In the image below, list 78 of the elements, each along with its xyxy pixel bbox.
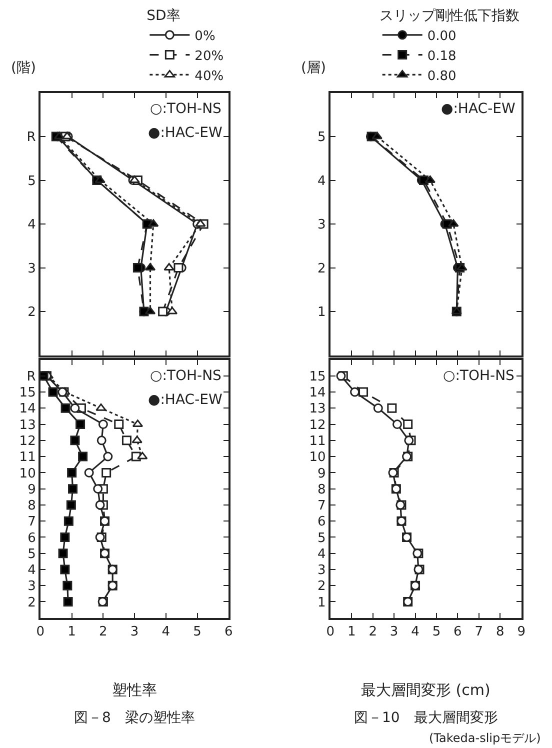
y-axis-title: (層) — [301, 60, 326, 76]
x-tick-label: 4 — [411, 624, 420, 640]
x-tick-label: 1 — [347, 624, 356, 640]
x-tick-label: 0 — [326, 624, 335, 640]
annotation: ●:HAC-EW — [148, 125, 222, 141]
x-tick-label: 3 — [390, 624, 398, 640]
y-tick-label: 2 — [28, 595, 36, 610]
y-tick-label: 1 — [318, 595, 326, 610]
y-tick-label: 2 — [318, 261, 326, 276]
x-tick-label: 5 — [432, 624, 441, 640]
y-tick-label: 13 — [309, 402, 326, 417]
x-tick-label: 6 — [454, 624, 462, 640]
legend-label: 0.80 — [427, 68, 456, 84]
annotation: ●:HAC-EW — [441, 101, 516, 117]
y-tick-label: 3 — [318, 563, 326, 578]
x-tick-label: 6 — [224, 624, 233, 640]
y-tick-label: 11 — [309, 434, 326, 449]
y-tick-label: 5 — [28, 174, 36, 189]
y-tick-label: 10 — [309, 450, 326, 466]
x-axis-title: 塑性率 — [112, 681, 157, 699]
y-tick-label: 2 — [28, 305, 36, 320]
y-tick-label: 10 — [19, 466, 36, 482]
y-tick-label: 15 — [309, 369, 326, 384]
legend-label: 0% — [194, 28, 216, 44]
legend-label: 0.18 — [427, 48, 456, 64]
y-tick-label: 9 — [28, 482, 36, 498]
annotation: ○:TOH-NS — [443, 368, 515, 384]
annotation: ○:TOH-NS — [150, 101, 222, 117]
x-tick-label: 9 — [517, 624, 526, 640]
legend-title: スリップ剛性低下指数 — [379, 8, 520, 24]
y-tick-label: 3 — [28, 579, 36, 594]
y-tick-label: 13 — [19, 418, 36, 433]
y-tick-label: 4 — [318, 174, 326, 189]
y-tick-label: 4 — [318, 546, 326, 562]
y-tick-label: 1 — [318, 305, 326, 320]
y-tick-label: 6 — [318, 514, 326, 530]
text: (Takeda-slipモデル) — [429, 731, 541, 745]
legend-label: 40% — [194, 68, 224, 84]
annotation: ○:TOH-NS — [150, 368, 222, 384]
y-tick-label: 12 — [309, 418, 326, 433]
y-tick-label: 4 — [28, 218, 36, 233]
y-tick-label: 3 — [318, 218, 326, 233]
y-tick-label: 6 — [28, 530, 36, 546]
text: 図－8 梁の塑性率 — [74, 710, 195, 726]
y-tick-label: 7 — [318, 498, 326, 514]
x-tick-label: 2 — [368, 624, 377, 640]
y-tick-label: 3 — [28, 261, 36, 276]
y-tick-label: 9 — [318, 466, 326, 482]
x-tick-label: 1 — [68, 624, 76, 640]
legend-title: SD率 — [146, 8, 180, 24]
y-tick-label: 11 — [19, 450, 36, 466]
x-tick-label: 5 — [193, 624, 202, 640]
x-tick-label: 2 — [99, 624, 108, 640]
y-tick-label: 2 — [318, 579, 326, 594]
x-tick-label: 4 — [162, 624, 170, 640]
x-tick-label: 8 — [496, 624, 504, 640]
legend-label: 0.00 — [427, 28, 456, 44]
x-axis-title: 最大層間変形 (cm) — [361, 681, 490, 699]
y-tick-label: 12 — [19, 434, 36, 449]
y-tick-label: 4 — [28, 563, 36, 578]
x-tick-label: 0 — [36, 624, 45, 640]
y-tick-label: 14 — [19, 402, 36, 417]
legend-label: 20% — [194, 48, 224, 64]
y-tick-label: 8 — [318, 482, 326, 498]
y-tick-label: R — [26, 369, 36, 384]
x-tick-label: 3 — [130, 624, 139, 640]
y-tick-label: 7 — [28, 514, 36, 530]
y-tick-label: 5 — [28, 546, 36, 562]
text: 図－10 最大層間変形 — [354, 710, 498, 726]
y-tick-label: 8 — [28, 498, 36, 514]
y-tick-label: 5 — [318, 530, 326, 546]
y-tick-label: 14 — [309, 386, 326, 401]
y-axis-title: (階) — [11, 60, 36, 76]
y-tick-label: 5 — [318, 130, 326, 146]
annotation: ●:HAC-EW — [148, 392, 222, 408]
x-tick-label: 7 — [474, 624, 484, 640]
y-tick-label: R — [26, 130, 36, 146]
y-tick-label: 15 — [19, 386, 36, 401]
